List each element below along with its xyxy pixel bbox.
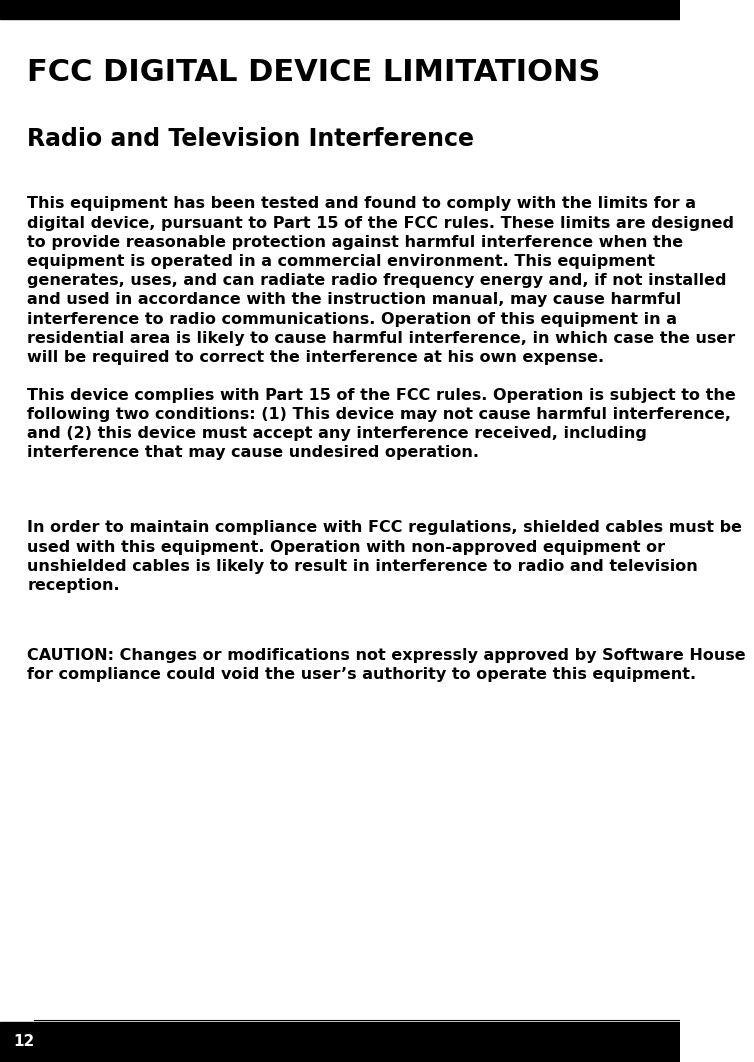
Text: FCC DIGITAL DEVICE LIMITATIONS: FCC DIGITAL DEVICE LIMITATIONS [27, 58, 600, 87]
Text: CAUTION: Changes or modifications not expressly approved by Software House for c: CAUTION: Changes or modifications not ex… [27, 648, 746, 682]
Text: 12: 12 [14, 1034, 35, 1049]
Bar [0, 0, 679, 19]
Text: In order to maintain compliance with FCC regulations, shielded cables must be us: In order to maintain compliance with FCC… [27, 520, 742, 593]
Text: Radio and Television Interference: Radio and Television Interference [27, 127, 474, 152]
Text: This device complies with Part 15 of the FCC rules. Operation is subject to the : This device complies with Part 15 of the… [27, 388, 736, 460]
Bar [0, 1022, 679, 1062]
Text: This equipment has been tested and found to comply with the limits for a digital: This equipment has been tested and found… [27, 196, 735, 365]
